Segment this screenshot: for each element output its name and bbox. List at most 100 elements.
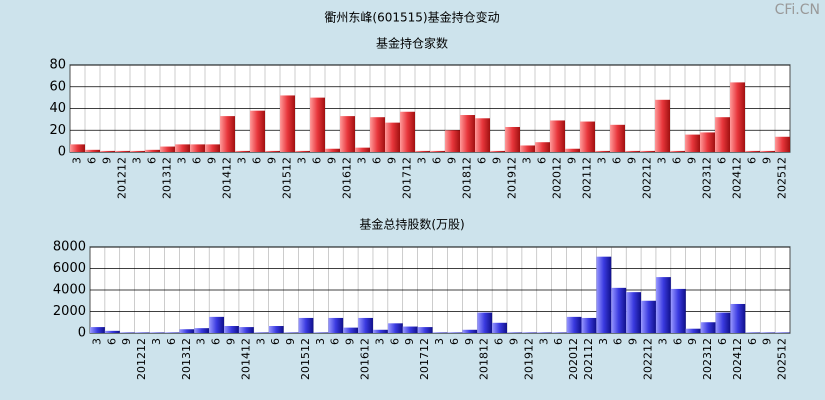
x-tick-label: 9 bbox=[566, 157, 579, 164]
bar bbox=[149, 332, 165, 333]
x-tick-label: 201212 bbox=[116, 157, 129, 199]
x-tick-label: 3 bbox=[537, 338, 550, 345]
bar bbox=[164, 332, 180, 333]
bar bbox=[209, 316, 225, 333]
bar bbox=[520, 145, 535, 152]
bar bbox=[625, 150, 640, 152]
bar bbox=[415, 150, 430, 152]
bar bbox=[355, 147, 370, 152]
bar bbox=[417, 327, 433, 333]
bar bbox=[775, 332, 790, 333]
x-tick-label: 6 bbox=[611, 157, 624, 164]
x-tick-label: 3 bbox=[236, 157, 249, 164]
x-tick-label: 6 bbox=[746, 338, 759, 345]
x-tick-label: 201312 bbox=[161, 157, 174, 199]
x-tick-label: 9 bbox=[284, 338, 297, 345]
x-tick-label: 3 bbox=[521, 157, 534, 164]
bar bbox=[700, 322, 716, 333]
bar bbox=[551, 332, 567, 333]
x-tick-label: 9 bbox=[224, 338, 237, 345]
x-tick-label: 201412 bbox=[239, 338, 252, 380]
y-tick-label: 2000 bbox=[53, 304, 86, 319]
x-tick-label: 6 bbox=[210, 338, 223, 345]
x-tick-label: 201612 bbox=[341, 157, 354, 199]
x-tick-label: 6 bbox=[86, 157, 99, 164]
x-tick-label: 9 bbox=[120, 338, 133, 345]
bar bbox=[685, 134, 700, 152]
bar bbox=[265, 150, 280, 152]
bar bbox=[536, 332, 552, 333]
x-tick-label: 9 bbox=[686, 157, 699, 164]
y-tick-label: 0 bbox=[78, 326, 86, 341]
x-tick-label: 6 bbox=[671, 338, 684, 345]
bar bbox=[160, 146, 175, 152]
x-tick-label: 6 bbox=[476, 157, 489, 164]
bar bbox=[402, 326, 418, 333]
x-tick-label: 9 bbox=[627, 338, 640, 345]
x-tick-label: 9 bbox=[266, 157, 279, 164]
bar bbox=[220, 116, 235, 152]
x-tick-label: 201912 bbox=[522, 338, 535, 380]
x-tick-label: 3 bbox=[150, 338, 163, 345]
x-tick-label: 6 bbox=[431, 157, 444, 164]
bar bbox=[760, 150, 775, 152]
x-tick-label: 9 bbox=[101, 157, 114, 164]
bar bbox=[130, 150, 145, 152]
x-tick-label: 6 bbox=[146, 157, 159, 164]
bar bbox=[235, 150, 250, 152]
x-tick-label: 202012 bbox=[567, 338, 580, 380]
x-tick-label: 202312 bbox=[701, 338, 714, 380]
x-tick-label: 6 bbox=[448, 338, 461, 345]
x-tick-label: 3 bbox=[195, 338, 208, 345]
bar bbox=[477, 312, 493, 333]
bar bbox=[250, 110, 265, 152]
x-tick-label: 9 bbox=[626, 157, 639, 164]
bar bbox=[641, 300, 656, 333]
x-tick-label: 6 bbox=[165, 338, 178, 345]
bar bbox=[119, 332, 135, 333]
bar bbox=[190, 144, 205, 152]
x-tick-label: 9 bbox=[686, 338, 699, 345]
x-tick-label: 201512 bbox=[299, 338, 312, 380]
x-tick-label: 6 bbox=[746, 157, 759, 164]
x-tick-label: 201312 bbox=[180, 338, 193, 380]
x-tick-label: 202312 bbox=[701, 157, 714, 199]
watermark: CFi.CN bbox=[775, 2, 820, 18]
bar bbox=[745, 332, 761, 333]
bar bbox=[70, 144, 85, 152]
x-tick-label: 9 bbox=[403, 338, 416, 345]
x-tick-label: 201212 bbox=[135, 338, 148, 380]
x-tick-label: 9 bbox=[761, 157, 774, 164]
bar bbox=[610, 124, 625, 152]
x-tick-label: 202212 bbox=[641, 157, 654, 199]
bar bbox=[343, 327, 359, 333]
bar bbox=[85, 149, 100, 152]
bar bbox=[670, 150, 685, 152]
bar bbox=[460, 115, 475, 152]
x-tick-label: 202412 bbox=[731, 338, 744, 380]
x-tick-label: 6 bbox=[191, 157, 204, 164]
bar bbox=[565, 148, 580, 152]
y-tick-label: 0 bbox=[58, 145, 66, 160]
bar bbox=[325, 148, 340, 152]
bar bbox=[760, 332, 776, 333]
y-tick-label: 20 bbox=[49, 123, 66, 138]
bar bbox=[90, 327, 105, 333]
chart-title: 基金总持股数(万股) bbox=[359, 217, 464, 232]
bar bbox=[205, 144, 220, 152]
x-tick-label: 9 bbox=[761, 338, 774, 345]
x-tick-label: 202012 bbox=[551, 157, 564, 199]
x-tick-label: 201912 bbox=[506, 157, 519, 199]
bar bbox=[238, 327, 254, 333]
bar bbox=[581, 317, 597, 333]
x-tick-label: 3 bbox=[373, 338, 386, 345]
bar bbox=[715, 117, 730, 152]
x-tick-label: 6 bbox=[671, 157, 684, 164]
x-tick-label: 6 bbox=[371, 157, 384, 164]
bar bbox=[430, 150, 445, 152]
x-tick-label: 3 bbox=[596, 157, 609, 164]
bar bbox=[100, 150, 115, 152]
x-tick-label: 202212 bbox=[642, 338, 655, 380]
x-tick-label: 9 bbox=[446, 157, 459, 164]
